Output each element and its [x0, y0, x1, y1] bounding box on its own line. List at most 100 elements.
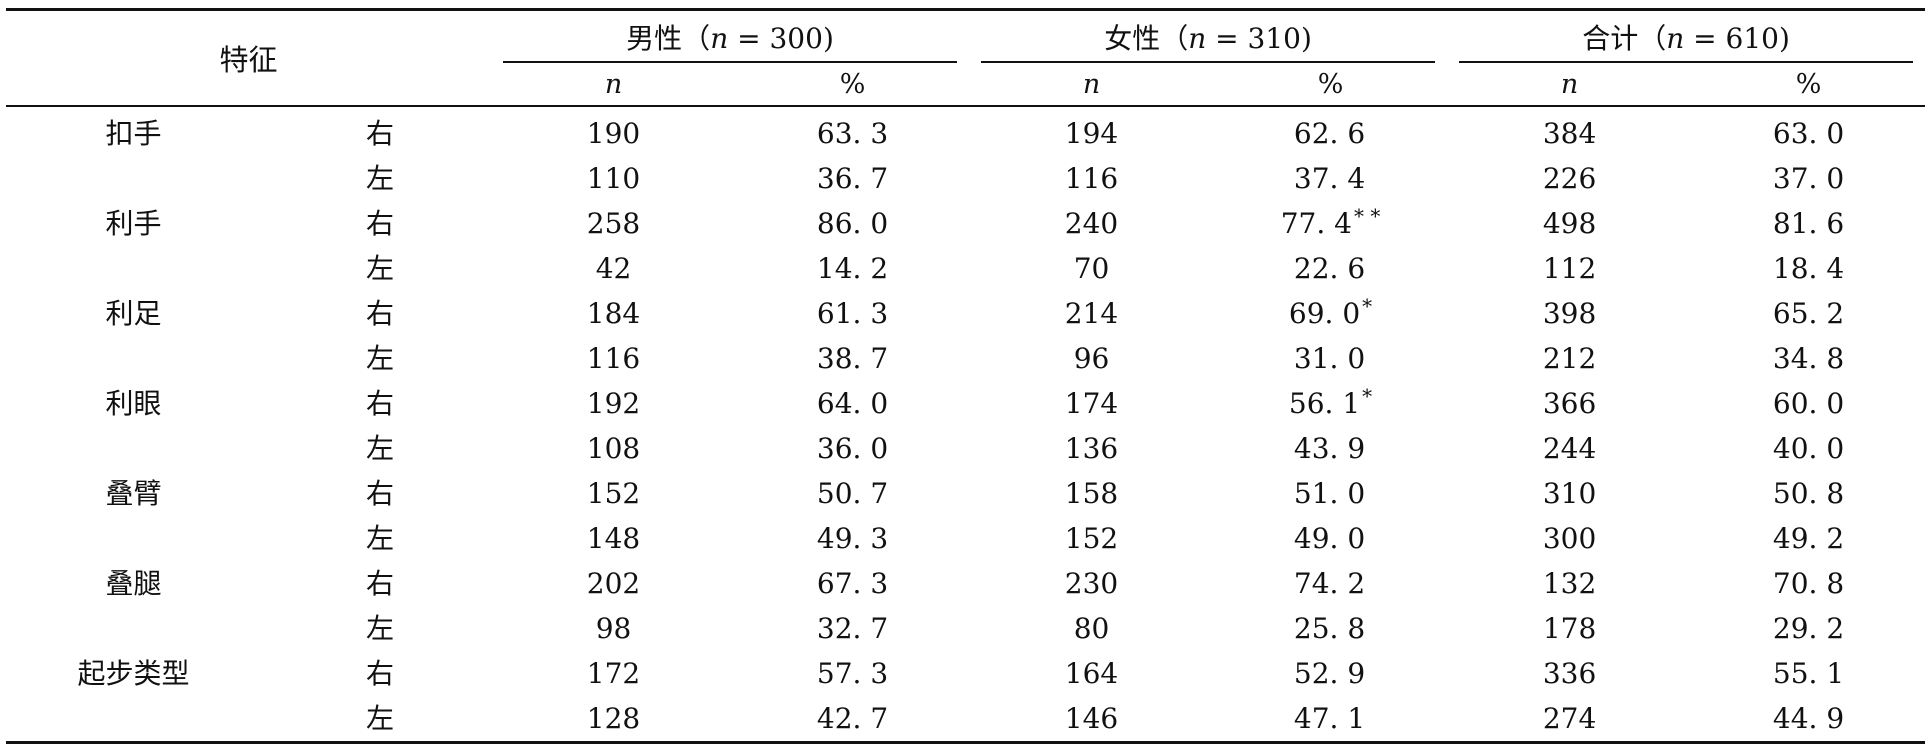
female-pct-cell: 22. 6 [1214, 246, 1447, 291]
header-feature: 特征 [219, 43, 278, 77]
female-pct-value: 74. 2 [1293, 567, 1366, 600]
header-group-male-label: 男性（ [626, 22, 711, 55]
female-pct-cell: 77. 4 * * [1214, 201, 1447, 246]
side-cell: 左 [366, 342, 395, 375]
female-pct-value: 31. 0 [1293, 342, 1366, 375]
female-n-cell: 136 [1064, 432, 1119, 465]
male-n-cell: 110 [586, 162, 641, 195]
female-pct-value: 22. 6 [1293, 252, 1366, 285]
female-n-cell: 194 [1064, 117, 1119, 150]
significance-mark: * [1362, 293, 1373, 318]
female-pct-cell: 51. 0 [1214, 471, 1447, 516]
total-n-cell: 366 [1542, 387, 1597, 420]
side-cell: 右 [366, 567, 395, 600]
male-pct-cell: 50. 7 [736, 471, 969, 516]
feature-cell [6, 246, 261, 291]
male-n-cell: 116 [586, 342, 641, 375]
total-n-cell: 226 [1542, 162, 1597, 195]
total-pct-cell: 63. 0 [1772, 117, 1845, 150]
female-pct-cell: 37. 4 [1214, 156, 1447, 201]
total-n-cell: 300 [1542, 522, 1597, 555]
table-row: 叠臂 右 152 50. 7 158 51. 0 310 50. 8 [6, 471, 1925, 516]
table-row: 左 110 36. 7 116 37. 4 226 37. 0 [6, 156, 1925, 201]
total-pct-cell: 29. 2 [1772, 612, 1845, 645]
total-pct-cell: 44. 9 [1772, 702, 1845, 735]
table-row: 扣手 右 190 63. 3 194 62. 6 384 63. 0 [6, 106, 1925, 156]
total-n-cell: 178 [1542, 612, 1597, 645]
female-pct-value: 62. 6 [1293, 117, 1366, 150]
table-row: 利眼 右 192 64. 0 174 56. 1 * 366 60. 0 [6, 381, 1925, 426]
table-row: 叠腿 右 202 67. 3 230 74. 2 132 70. 8 [6, 561, 1925, 606]
female-pct-cell: 43. 9 [1214, 426, 1447, 471]
side-cell: 右 [366, 657, 395, 690]
male-pct-value: 36. 7 [816, 162, 889, 195]
feature-cell: 扣手 [105, 117, 162, 150]
total-n-cell: 398 [1542, 297, 1597, 330]
male-n-cell: 108 [586, 432, 641, 465]
male-pct-value: 38. 7 [816, 342, 889, 375]
table-row: 起步类型 右 172 57. 3 164 52. 9 336 55. 1 [6, 651, 1925, 696]
total-n-cell: 310 [1542, 477, 1597, 510]
total-pct-cell: 40. 0 [1772, 432, 1845, 465]
total-n-cell: 112 [1542, 252, 1597, 285]
male-pct-cell: 36. 7 [736, 156, 969, 201]
header-female-n: n [1082, 68, 1101, 100]
female-pct-value: 37. 4 [1293, 162, 1366, 195]
male-pct-cell: 32. 7 [736, 606, 969, 651]
female-n-cell: 158 [1064, 477, 1119, 510]
male-n-cell: 128 [586, 702, 641, 735]
male-pct-cell: 14. 2 [736, 246, 969, 291]
feature-cell: 利手 [105, 207, 162, 240]
header-total-pct: % [1795, 68, 1822, 100]
male-n-cell: 190 [586, 117, 641, 150]
male-pct-value: 64. 0 [816, 387, 889, 420]
male-n-cell: 202 [586, 567, 641, 600]
total-n-cell: 336 [1542, 657, 1597, 690]
header-group-male-nvar: n [710, 22, 729, 55]
side-cell: 右 [366, 387, 395, 420]
total-pct-cell: 49. 2 [1772, 522, 1845, 555]
table-row: 利手 右 258 86. 0 240 77. 4 * * 498 81. 6 [6, 201, 1925, 246]
male-pct-cell: 63. 3 [736, 106, 969, 156]
female-pct-cell: 52. 9 [1214, 651, 1447, 696]
male-pct-cell: 42. 7 [736, 696, 969, 743]
male-pct-cell: 64. 0 [736, 381, 969, 426]
female-n-cell: 116 [1064, 162, 1119, 195]
total-pct-cell: 60. 0 [1772, 387, 1845, 420]
male-pct-cell: 57. 3 [736, 651, 969, 696]
side-cell: 左 [366, 432, 395, 465]
header-group-male: 男性（n = 300) [491, 10, 969, 63]
header-female-pct: % [1317, 68, 1344, 100]
header-group-female-rule [981, 61, 1436, 63]
total-pct-cell: 81. 6 [1772, 207, 1845, 240]
total-n-cell: 274 [1542, 702, 1597, 735]
male-n-cell: 172 [586, 657, 641, 690]
female-pct-cell: 62. 6 [1214, 106, 1447, 156]
female-pct-cell: 47. 1 [1214, 696, 1447, 743]
total-pct-cell: 37. 0 [1772, 162, 1845, 195]
table-row: 左 98 32. 7 80 25. 8 178 29. 2 [6, 606, 1925, 651]
male-pct-cell: 36. 0 [736, 426, 969, 471]
total-n-cell: 132 [1542, 567, 1597, 600]
total-pct-cell: 65. 2 [1772, 297, 1845, 330]
header-male-n: n [604, 68, 623, 100]
header-group-total-count: = 610) [1684, 22, 1790, 55]
header-group-female-count: = 310) [1206, 22, 1312, 55]
female-n-cell: 240 [1064, 207, 1119, 240]
total-pct-cell: 34. 8 [1772, 342, 1845, 375]
side-cell: 右 [366, 477, 395, 510]
feature-cell [6, 156, 261, 201]
feature-cell: 叠腿 [105, 567, 162, 600]
side-cell: 右 [366, 297, 395, 330]
data-table-container: 特征 男性（n = 300) 女性（n = 310) 合计（n = 610) n… [6, 8, 1925, 744]
side-cell: 右 [366, 207, 395, 240]
male-pct-cell: 49. 3 [736, 516, 969, 561]
female-pct-cell: 74. 2 [1214, 561, 1447, 606]
male-pct-value: 67. 3 [816, 567, 889, 600]
header-group-total-nvar: n [1666, 22, 1685, 55]
female-pct-cell: 49. 0 [1214, 516, 1447, 561]
male-n-cell: 258 [586, 207, 641, 240]
female-pct-value: 69. 0 [1288, 297, 1361, 330]
header-group-female-nvar: n [1188, 22, 1207, 55]
female-pct-value: 47. 1 [1293, 702, 1366, 735]
